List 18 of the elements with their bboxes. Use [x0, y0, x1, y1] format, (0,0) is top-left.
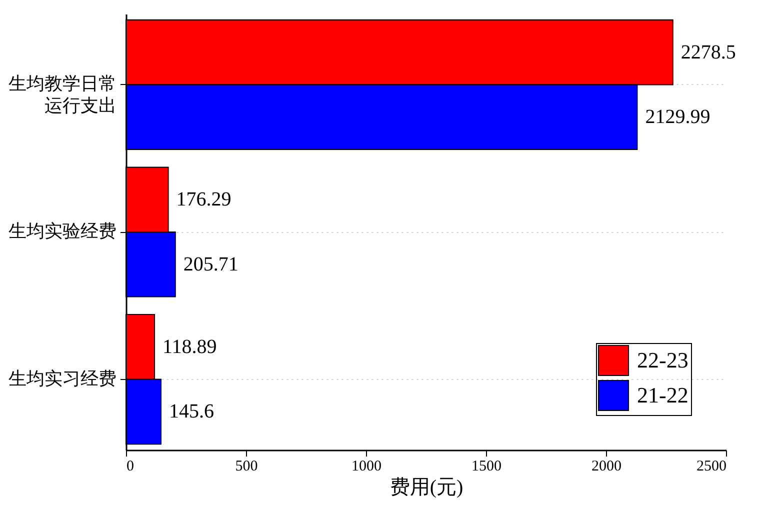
data-label: 118.89 — [162, 336, 217, 358]
x-tick-label: 2000 — [592, 458, 622, 474]
x-tick-label: 2500 — [696, 458, 726, 474]
x-axis-title: 费用(元) — [390, 476, 464, 498]
legend-label: 21-22 — [637, 382, 688, 408]
x-tick-label: 0 — [126, 458, 134, 474]
data-label: 205.71 — [183, 253, 238, 276]
legend-label: 22-23 — [637, 348, 688, 372]
data-label: 176.29 — [176, 188, 232, 211]
y-tick-label: 生均实验经费 — [8, 221, 116, 241]
y-tick-label: 生均教学日常运行支出 — [8, 74, 116, 116]
x-tick-label: 1000 — [352, 458, 382, 474]
y-tick-label: 生均实习经费 — [8, 368, 116, 388]
x-tick-label: 1500 — [472, 458, 502, 474]
data-label: 2129.99 — [645, 106, 710, 128]
data-label: 145.6 — [168, 400, 214, 423]
x-tick-label: 500 — [235, 458, 258, 474]
data-label: 2278.5 — [680, 41, 736, 64]
